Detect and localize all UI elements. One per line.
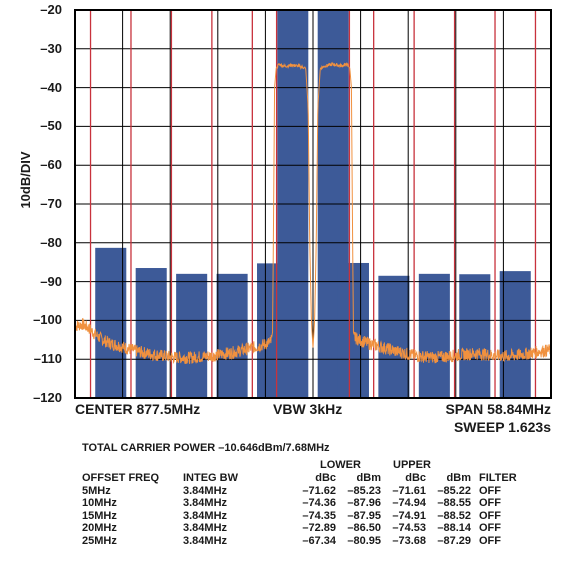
cell-filter: OFF: [479, 497, 501, 510]
total-carrier-power: TOTAL CARRIER POWER –10.646dBm/7.68MHz: [82, 442, 330, 454]
y-tick-label: –20: [40, 2, 62, 17]
cell-lower-dbm: –85.23: [347, 484, 381, 497]
table-row: 10MHz 3.84MHz –74.36 –87.96 –74.94 –88.5…: [82, 497, 517, 510]
cell-offset: 20MHz: [82, 522, 117, 535]
cell-upper-dbc: –74.94: [392, 497, 426, 510]
y-tick-label: –100: [33, 312, 62, 328]
channel-power-bar: [499, 271, 531, 398]
y-tick-label: –110: [33, 351, 62, 367]
cell-offset: 10MHz: [82, 497, 117, 510]
acpr-table: OFFSET FREQ INTEG BW dBc dBm dBc dBm FIL…: [82, 472, 517, 547]
cell-filter: OFF: [479, 534, 501, 547]
y-tick-label: –30: [40, 40, 62, 56]
cell-lower-dbm: –80.95: [347, 534, 381, 547]
cell-upper-dbm: –88.55: [437, 497, 471, 510]
span-label: SPAN 58.84MHz: [445, 401, 551, 417]
cell-offset: 25MHz: [82, 534, 117, 547]
y-tick-label: –60: [40, 157, 62, 173]
cell-lower-dbc: –72.89: [302, 522, 336, 535]
vbw-label: VBW 3kHz: [273, 401, 343, 417]
y-tick-label: –120: [33, 390, 62, 405]
cell-filter: OFF: [479, 484, 501, 497]
sweep-label: SWEEP 1.623s: [453, 419, 551, 435]
channel-power-bar: [216, 273, 248, 398]
spectrum-plot: [74, 9, 552, 399]
y-tick-label: –50: [40, 118, 62, 134]
cell-upper-dbm: –88.14: [437, 522, 471, 535]
cell-upper-dbm: –87.29: [437, 534, 471, 547]
upper-group-header: UPPER: [393, 459, 431, 471]
cell-integ-bw: 3.84MHz: [183, 522, 228, 535]
y-tick-label: –70: [40, 196, 62, 211]
channel-power-bar: [459, 274, 491, 398]
spectrum-trace: [74, 61, 552, 364]
cell-upper-dbc: –74.53: [392, 522, 426, 535]
cell-lower-dbc: –74.36: [302, 497, 336, 510]
center-frequency-label: CENTER 877.5MHz: [75, 401, 201, 417]
channel-power-bar: [378, 275, 410, 398]
header-lower-dbm: dBm: [356, 472, 381, 485]
cell-upper-dbm: –88.52: [437, 509, 471, 522]
cell-filter: OFF: [479, 509, 501, 522]
header-lower-dbc: dBc: [315, 472, 336, 485]
header-upper-dbm: dBm: [446, 472, 471, 485]
table-row: 5MHz 3.84MHz –71.62 –85.23 –71.61 –85.22…: [82, 485, 517, 498]
y-tick-label: –40: [40, 79, 62, 95]
header-integ-bw: INTEG BW: [183, 472, 238, 485]
cell-offset: 5MHz: [82, 484, 111, 497]
table-header-row: OFFSET FREQ INTEG BW dBc dBm dBc dBm FIL…: [82, 472, 517, 485]
cell-upper-dbc: –71.61: [392, 484, 426, 497]
cell-integ-bw: 3.84MHz: [183, 509, 228, 522]
cell-lower-dbm: –87.95: [347, 509, 381, 522]
cell-lower-dbc: –67.34: [302, 534, 336, 547]
y-tick-label: –90: [40, 273, 62, 289]
cell-upper-dbc: –74.91: [392, 509, 426, 522]
cell-integ-bw: 3.84MHz: [183, 497, 228, 510]
header-filter: FILTER: [479, 472, 517, 485]
channel-power-bar: [95, 247, 127, 398]
table-row: 15MHz 3.84MHz –74.35 –87.95 –74.91 –88.5…: [82, 510, 517, 523]
header-offset-freq: OFFSET FREQ: [82, 472, 159, 485]
cell-lower-dbm: –87.96: [347, 497, 381, 510]
cell-offset: 15MHz: [82, 509, 117, 522]
channel-power-bar: [135, 268, 167, 398]
lower-group-header: LOWER: [320, 459, 361, 471]
header-upper-dbc: dBc: [405, 472, 426, 485]
cell-lower-dbc: –74.35: [302, 509, 336, 522]
cell-lower-dbm: –86.50: [347, 522, 381, 535]
cell-lower-dbc: –71.62: [302, 484, 336, 497]
cell-integ-bw: 3.84MHz: [183, 484, 228, 497]
y-tick-label: –80: [40, 234, 62, 250]
table-row: 20MHz 3.84MHz –72.89 –86.50 –74.53 –88.1…: [82, 522, 517, 535]
cell-upper-dbc: –73.68: [392, 534, 426, 547]
cell-upper-dbm: –85.22: [437, 484, 471, 497]
table-row: 25MHz 3.84MHz –67.34 –80.95 –73.68 –87.2…: [82, 535, 517, 548]
channel-power-bar: [176, 273, 208, 398]
cell-filter: OFF: [479, 522, 501, 535]
cell-integ-bw: 3.84MHz: [183, 534, 228, 547]
plot-frame: [74, 9, 552, 399]
channel-power-bar: [418, 273, 450, 398]
